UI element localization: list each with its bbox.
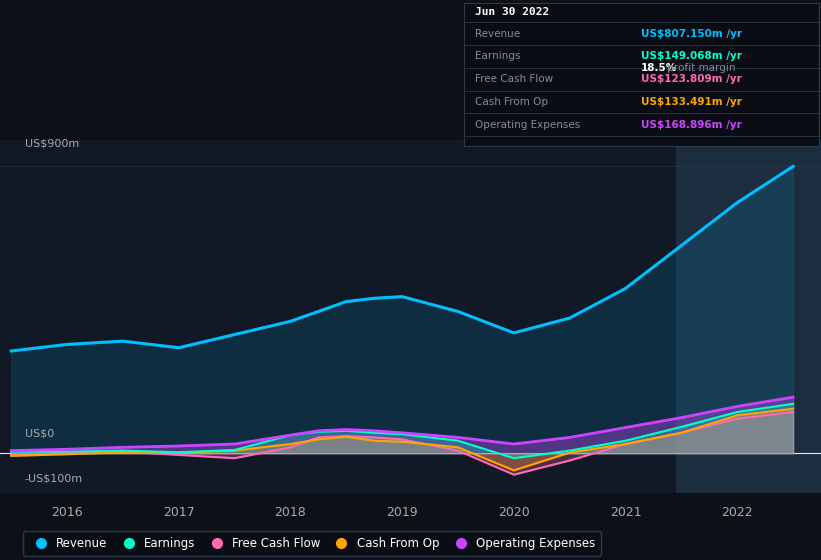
Text: US$123.809m /yr: US$123.809m /yr xyxy=(641,74,742,84)
Bar xyxy=(676,140,821,493)
Text: US$807.150m /yr: US$807.150m /yr xyxy=(641,29,742,39)
Legend: Revenue, Earnings, Free Cash Flow, Cash From Op, Operating Expenses: Revenue, Earnings, Free Cash Flow, Cash … xyxy=(23,531,601,556)
Text: Cash From Op: Cash From Op xyxy=(475,97,548,107)
Text: US$0: US$0 xyxy=(25,429,54,439)
Text: -US$100m: -US$100m xyxy=(25,474,83,484)
Text: Earnings: Earnings xyxy=(475,52,520,62)
Text: US$168.896m /yr: US$168.896m /yr xyxy=(641,120,742,130)
Text: Operating Expenses: Operating Expenses xyxy=(475,120,580,130)
Text: US$900m: US$900m xyxy=(25,138,79,148)
Text: Jun 30 2022: Jun 30 2022 xyxy=(475,7,548,17)
Text: profit margin: profit margin xyxy=(664,63,736,73)
Text: Revenue: Revenue xyxy=(475,29,520,39)
Text: US$149.068m /yr: US$149.068m /yr xyxy=(641,52,742,62)
Text: 18.5%: 18.5% xyxy=(641,63,677,73)
Text: US$133.491m /yr: US$133.491m /yr xyxy=(641,97,742,107)
Text: Free Cash Flow: Free Cash Flow xyxy=(475,74,553,84)
